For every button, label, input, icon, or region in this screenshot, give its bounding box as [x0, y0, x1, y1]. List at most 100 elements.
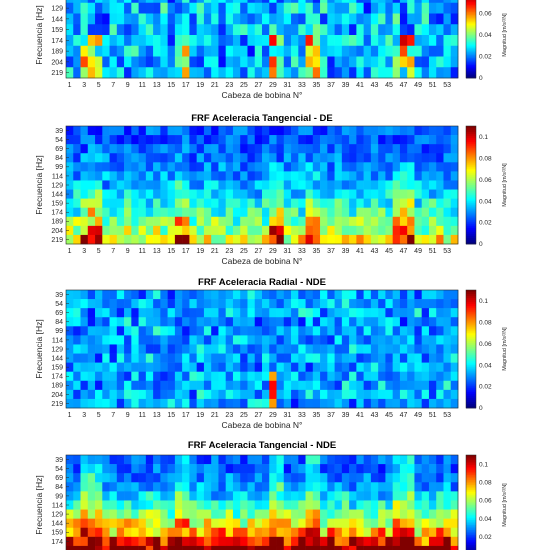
heatmap-cell [196, 13, 205, 25]
heatmap-cell [312, 344, 321, 354]
heatmap-cell [283, 234, 292, 245]
colorbar-segment [466, 536, 476, 539]
heatmap-cell [167, 144, 176, 154]
heatmap-cell [428, 2, 437, 14]
heatmap-cell [283, 24, 292, 36]
x-tick-label: 7 [111, 412, 115, 419]
colorbar-segment [466, 204, 476, 208]
heatmap-cell [450, 545, 459, 550]
heatmap-cell [312, 67, 321, 79]
heatmap-cell [305, 509, 314, 519]
heatmap-cell [269, 518, 277, 529]
heatmap-cell [312, 380, 321, 391]
heatmap-cell [378, 473, 386, 483]
heatmap-cell [73, 473, 81, 483]
heatmap-cell [182, 509, 190, 519]
heatmap-cell [254, 389, 263, 400]
heatmap-cell [145, 545, 154, 550]
colorbar-segment [466, 390, 476, 393]
heatmap-cell [203, 464, 212, 474]
x-tick-label: 29 [269, 248, 277, 255]
heatmap-cell [211, 216, 219, 227]
x-tick-label: 11 [139, 248, 146, 255]
heatmap-cell [312, 45, 321, 57]
heatmap-cell [443, 144, 452, 154]
heatmap-cell [174, 45, 183, 57]
heatmap-panel-4: FRF Aceleracia Tangencial - NDE395469849… [34, 440, 508, 550]
heatmap-cell [73, 389, 81, 400]
heatmap-cell [138, 473, 147, 483]
heatmap-cell [262, 126, 270, 136]
heatmap-cell [341, 225, 350, 236]
heatmap-cell [356, 153, 364, 163]
heatmap-cell [124, 180, 132, 190]
heatmap-cell [349, 189, 357, 199]
heatmap-cell [189, 144, 197, 154]
heatmap-cell [370, 180, 379, 190]
heatmap-cell [80, 326, 89, 336]
colorbar-segment [466, 396, 476, 399]
heatmap-cell [116, 473, 125, 483]
heatmap-cell [378, 353, 386, 363]
heatmap-cell [240, 380, 248, 391]
heatmap-cell [131, 225, 139, 236]
heatmap-cell [262, 536, 270, 547]
heatmap-cell [298, 299, 306, 309]
heatmap-cell [414, 308, 422, 318]
heatmap-cell [450, 198, 459, 208]
colorbar-segment [466, 513, 476, 516]
heatmap-cell [138, 335, 147, 345]
heatmap-cell [276, 335, 285, 345]
heatmap-cell [370, 536, 379, 547]
heatmap-cell [160, 299, 168, 309]
heatmap-cell [102, 380, 110, 391]
heatmap-cell [211, 198, 219, 208]
heatmap-cell [320, 527, 328, 538]
heatmap-cell [312, 225, 321, 236]
heatmap-cell [196, 326, 205, 336]
heatmap-cell [232, 500, 241, 510]
heatmap-cell [312, 2, 321, 14]
heatmap-cell [254, 464, 263, 474]
heatmap-cell [363, 2, 372, 14]
heatmap-cell [66, 13, 74, 25]
heatmap-cell [291, 518, 299, 529]
x-tick-label: 15 [167, 82, 175, 89]
colorbar-segment [466, 147, 476, 150]
heatmap-cell [87, 545, 96, 550]
heatmap-cell [131, 389, 139, 400]
heatmap-cell [349, 362, 357, 372]
heatmap-cell [262, 509, 270, 519]
heatmap-cell [73, 35, 81, 47]
heatmap-cell [363, 35, 372, 47]
heatmap-cell [131, 299, 139, 309]
heatmap-cell [283, 0, 292, 4]
heatmap-cell [124, 380, 132, 391]
heatmap-cell [240, 171, 248, 181]
heatmap-cell [320, 518, 328, 529]
heatmap-cell [341, 380, 350, 391]
heatmap-cell [276, 398, 285, 409]
heatmap-cell [174, 398, 183, 409]
heatmap-cell [305, 380, 314, 391]
heatmap-cell [305, 189, 314, 199]
heatmap-cell [276, 464, 285, 474]
heatmap-cell [370, 317, 379, 327]
heatmap-cell [203, 500, 212, 510]
heatmap-cell [341, 144, 350, 154]
heatmap-cell [109, 216, 118, 227]
heatmap-cell [341, 518, 350, 529]
heatmap-cell [414, 362, 422, 372]
heatmap-cell [312, 362, 321, 372]
heatmap-cell [87, 24, 96, 36]
heatmap-cell [109, 56, 118, 68]
heatmap-cell [211, 371, 219, 382]
heatmap-cell [225, 353, 234, 363]
heatmap-cell [211, 24, 219, 36]
heatmap-cell [262, 35, 270, 47]
heatmap-cell [320, 491, 328, 501]
heatmap-cell [102, 326, 110, 336]
heatmap-cell [385, 389, 393, 400]
heatmap-cell [305, 162, 314, 172]
heatmap-cell [254, 162, 263, 172]
